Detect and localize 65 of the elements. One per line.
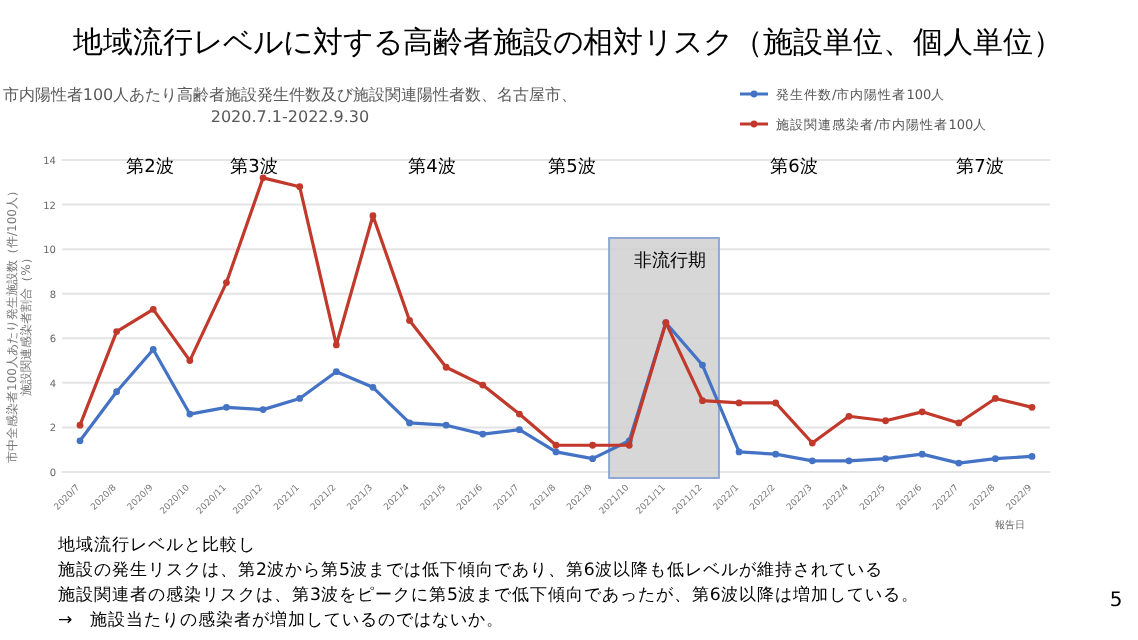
point [442, 421, 450, 429]
point [991, 455, 999, 463]
point [772, 450, 780, 458]
point [991, 395, 999, 402]
annotation: 第3波 [230, 156, 278, 178]
band: 非流行期 [608, 237, 720, 479]
text: → 施設当たりの感染者が増加しているのではないか。 [58, 609, 505, 631]
point [406, 317, 413, 324]
point [882, 455, 889, 463]
point [259, 174, 267, 182]
point [186, 357, 194, 364]
text: 施設関連者の感染リスクは、第3波をピークに第5波まで低下傾向であったが、第6波以降は増加している。 [58, 584, 919, 606]
point [699, 361, 706, 369]
annotation: 第6波 [770, 156, 818, 178]
point [259, 406, 267, 413]
point [332, 368, 340, 376]
point [296, 183, 304, 191]
point [406, 419, 413, 427]
chart-title: 地域流行レベルに対する高齢者施設の相対リスク（施設単位、個人単位） [71, 24, 1063, 60]
point [369, 212, 377, 220]
point [845, 412, 853, 420]
point [296, 395, 304, 402]
point [955, 419, 963, 427]
text: 地域流行レベルと比較し [56, 534, 256, 556]
point [149, 346, 157, 353]
point [808, 439, 816, 447]
point [76, 421, 84, 429]
annotation: 第7波 [956, 156, 1004, 178]
point [918, 450, 926, 458]
point [735, 448, 743, 456]
point [76, 437, 84, 445]
point [552, 441, 560, 449]
point [699, 397, 706, 405]
point [113, 388, 121, 396]
point [918, 408, 926, 416]
text: 施設の発生リスクは、第2波から第5波までは低下傾向であり、第6波以降も低レベルが維持されている [58, 559, 883, 581]
point [515, 426, 523, 434]
text: 5 [1109, 590, 1123, 612]
point [479, 381, 487, 389]
point [223, 403, 230, 411]
annotation: 第5波 [548, 156, 596, 178]
point [479, 430, 487, 438]
point [552, 448, 560, 456]
point [845, 457, 853, 465]
point [186, 410, 194, 418]
point [589, 441, 597, 449]
annotation: 第4波 [408, 156, 456, 178]
point [1028, 453, 1036, 460]
point [772, 399, 780, 407]
point [515, 410, 523, 418]
band-label: 非流行期 [634, 250, 707, 272]
point [808, 457, 816, 465]
point [369, 383, 377, 391]
chart-subtitle: 市内陽性者100人あたり高齢者施設発生件数及び施設関連陽性者数、名古屋市、 2020.7.1-2022.9.30 [2, 86, 578, 126]
point [1028, 403, 1036, 411]
point [149, 305, 157, 313]
point [735, 399, 743, 407]
annotation: 第2波 [126, 156, 174, 178]
point [332, 341, 340, 349]
point [442, 363, 450, 371]
point [223, 279, 230, 286]
point [955, 459, 963, 467]
point [589, 455, 597, 463]
point [882, 417, 889, 425]
point [113, 328, 121, 335]
